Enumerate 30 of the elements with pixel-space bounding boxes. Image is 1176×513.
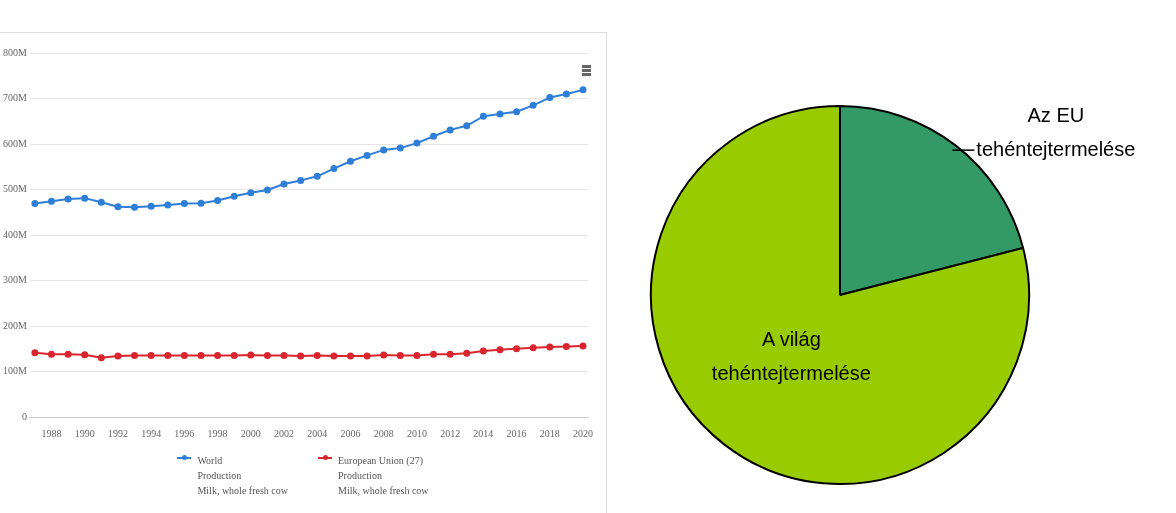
x-tick-label: 2010 [406,427,427,439]
y-tick-label: 500M [2,183,27,195]
y-tick-label: 600M [2,137,27,149]
x-tick-label: 2014 [473,427,494,439]
x-tick-label: 1990 [74,427,95,439]
y-tick-label: 0 [21,410,27,422]
x-tick-label: 1994 [141,427,162,439]
legend-label: World Production Milk, whole fresh cow [197,454,288,498]
x-tick-label: 2012 [440,427,461,439]
x-tick-label: 2008 [373,427,394,439]
x-tick-label: 1996 [174,427,195,439]
legend-label: European Union (27) Production Milk, whole fresh cow [338,454,429,498]
y-tick-label: 300M [2,274,27,286]
x-tick-label: 2018 [539,427,560,439]
slice-label: Az EU tehéntejtermelése [976,103,1136,160]
x-tick-label: 2016 [506,427,527,439]
x-tick-label: 1992 [107,427,128,439]
x-tick-label: 2002 [274,427,295,439]
y-tick-label: 800M [2,46,27,58]
x-tick-label: 1998 [207,427,228,439]
y-tick-label: 400M [2,228,27,240]
x-tick-label: 2020 [573,427,594,439]
y-tick-label: 700M [2,92,27,104]
x-tick-label: 2000 [240,427,261,439]
x-tick-label: 2006 [340,427,361,439]
y-tick-label: 100M [2,365,27,377]
slice-label: A világ tehéntejtermelése [711,328,871,385]
y-tick-label: 200M [2,319,27,331]
x-tick-label: 1988 [41,427,62,439]
x-tick-label: 2004 [307,427,328,439]
